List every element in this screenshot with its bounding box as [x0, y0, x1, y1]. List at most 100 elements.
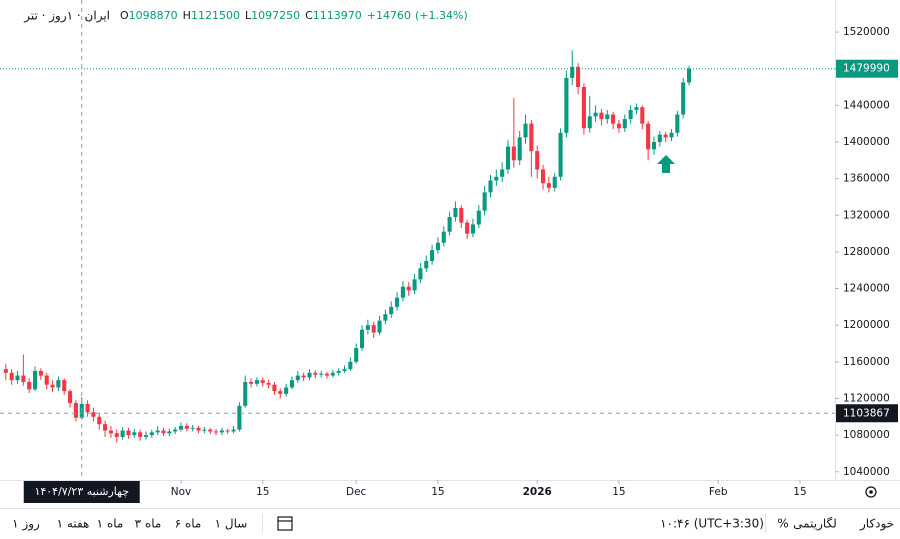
candle-body — [184, 425, 189, 429]
settings-icon-center — [869, 490, 873, 494]
range-button[interactable]: ۱ ماه — [97, 517, 124, 531]
ohlc-value: 1097250 — [251, 9, 300, 22]
candle-body — [336, 370, 341, 373]
candle-body — [552, 176, 557, 188]
candle-body — [365, 325, 370, 330]
ohlc-value: 1098870 — [129, 9, 178, 22]
candle-body — [167, 431, 172, 434]
candle-body — [377, 320, 382, 333]
candle-body — [669, 132, 674, 138]
x-tick-label: 15 — [256, 486, 269, 498]
crosshair-price-box — [836, 404, 898, 423]
candle-body — [570, 66, 575, 78]
y-tick-label: 1320000 — [843, 209, 890, 221]
candle-body — [21, 375, 26, 382]
candle-body — [651, 141, 657, 150]
plot-area — [3, 50, 692, 443]
candle-body — [44, 375, 49, 385]
candle-body — [330, 372, 335, 376]
candle-body — [476, 210, 481, 225]
ohlc-value: 1113970 — [313, 9, 362, 22]
date-range-icon[interactable] — [277, 516, 293, 531]
x-tick-label: 15 — [431, 486, 444, 498]
candle-body — [143, 435, 149, 437]
toolbar: ۱ روز ۱ هفته ۱ ماه ۳ ماه ۶ ماه ۱ سال ۱۰:۴۶ (UT… — [12, 514, 894, 533]
x-tick-label: 2026 — [523, 486, 552, 498]
candle-body — [406, 286, 411, 291]
y-tick-label: 1240000 — [843, 283, 890, 295]
candle-body — [470, 224, 476, 234]
chart-title: ایران · ۱روز · تتر — [23, 9, 110, 24]
change-value: +14760 — [367, 9, 411, 22]
candle-body — [161, 430, 166, 434]
candle-body — [459, 207, 464, 223]
crosshair-date-label: چهارشنبه ۱۴۰۴/۷/۲۳ — [34, 485, 129, 498]
candle-body — [114, 433, 119, 437]
candle-body — [278, 391, 283, 394]
candle-body — [412, 279, 417, 291]
candle-body — [15, 375, 20, 381]
settings-icon[interactable] — [865, 486, 877, 498]
candle-body — [587, 116, 592, 129]
candle-body — [494, 176, 499, 181]
crosshair-date-box — [23, 481, 140, 503]
ohlc-key: O — [120, 9, 129, 22]
candle-body — [488, 180, 493, 193]
candle-body — [616, 123, 621, 129]
candle-body — [418, 268, 423, 280]
candle-body — [686, 68, 692, 83]
candle-body — [295, 375, 300, 381]
toolbar-button[interactable]: خودکار — [859, 517, 894, 532]
candle-body — [529, 123, 534, 152]
range-button[interactable]: ۶ ماه — [175, 517, 202, 531]
candle-body — [237, 405, 242, 430]
candle-body — [634, 107, 639, 110]
candle-body — [219, 430, 224, 433]
candle-body — [576, 66, 581, 88]
candle-body — [675, 114, 680, 133]
toolbar-button[interactable]: ۱۰:۴۶ (UTC+3:30) — [660, 517, 764, 531]
x-tick-label: Feb — [709, 486, 728, 498]
y-tick-label: 1080000 — [843, 429, 890, 441]
y-tick-label: 1040000 — [843, 466, 890, 478]
candle-body — [56, 380, 61, 388]
candle-body — [103, 424, 108, 431]
toolbar-button[interactable]: % — [777, 517, 788, 531]
candle-body — [120, 430, 125, 437]
candle-body — [546, 183, 551, 188]
ohlc-legend: O1098870 H1121500 L1097250 C1113970 +14760 (+… — [120, 9, 468, 22]
candle-body — [681, 82, 686, 115]
candle-body — [581, 87, 586, 129]
candle-body — [132, 432, 137, 436]
candle-body — [453, 207, 458, 218]
candle-body — [324, 373, 330, 376]
y-tick-label: 1360000 — [843, 173, 890, 185]
candle-body — [126, 430, 131, 436]
range-button[interactable]: ۱ سال — [215, 517, 248, 531]
candle-body — [225, 430, 230, 432]
last-price-label: 1479990 — [843, 63, 890, 75]
candle-body — [173, 429, 178, 432]
candle-body — [289, 380, 295, 388]
candle-body — [301, 375, 306, 378]
candle-body — [50, 384, 55, 388]
candle-body — [307, 372, 312, 378]
last-price-box — [836, 59, 898, 78]
candle-body — [155, 430, 160, 433]
range-button[interactable]: ۱ هفته — [57, 517, 90, 531]
candle-body — [564, 77, 569, 133]
candle-body — [400, 286, 405, 298]
range-button[interactable]: ۱ روز — [12, 517, 40, 532]
candle-body — [500, 169, 505, 177]
candle-body — [3, 369, 8, 373]
toolbar-button[interactable]: لگاریتمی — [793, 517, 837, 532]
candle-body — [441, 231, 446, 243]
candle-body — [62, 380, 67, 392]
candle-body — [231, 429, 236, 432]
candle-body — [424, 261, 429, 269]
y-tick-label: 1120000 — [843, 392, 890, 404]
y-tick-label: 1520000 — [843, 26, 890, 38]
candle-body — [663, 134, 668, 138]
range-button[interactable]: ۳ ماه — [135, 517, 162, 531]
